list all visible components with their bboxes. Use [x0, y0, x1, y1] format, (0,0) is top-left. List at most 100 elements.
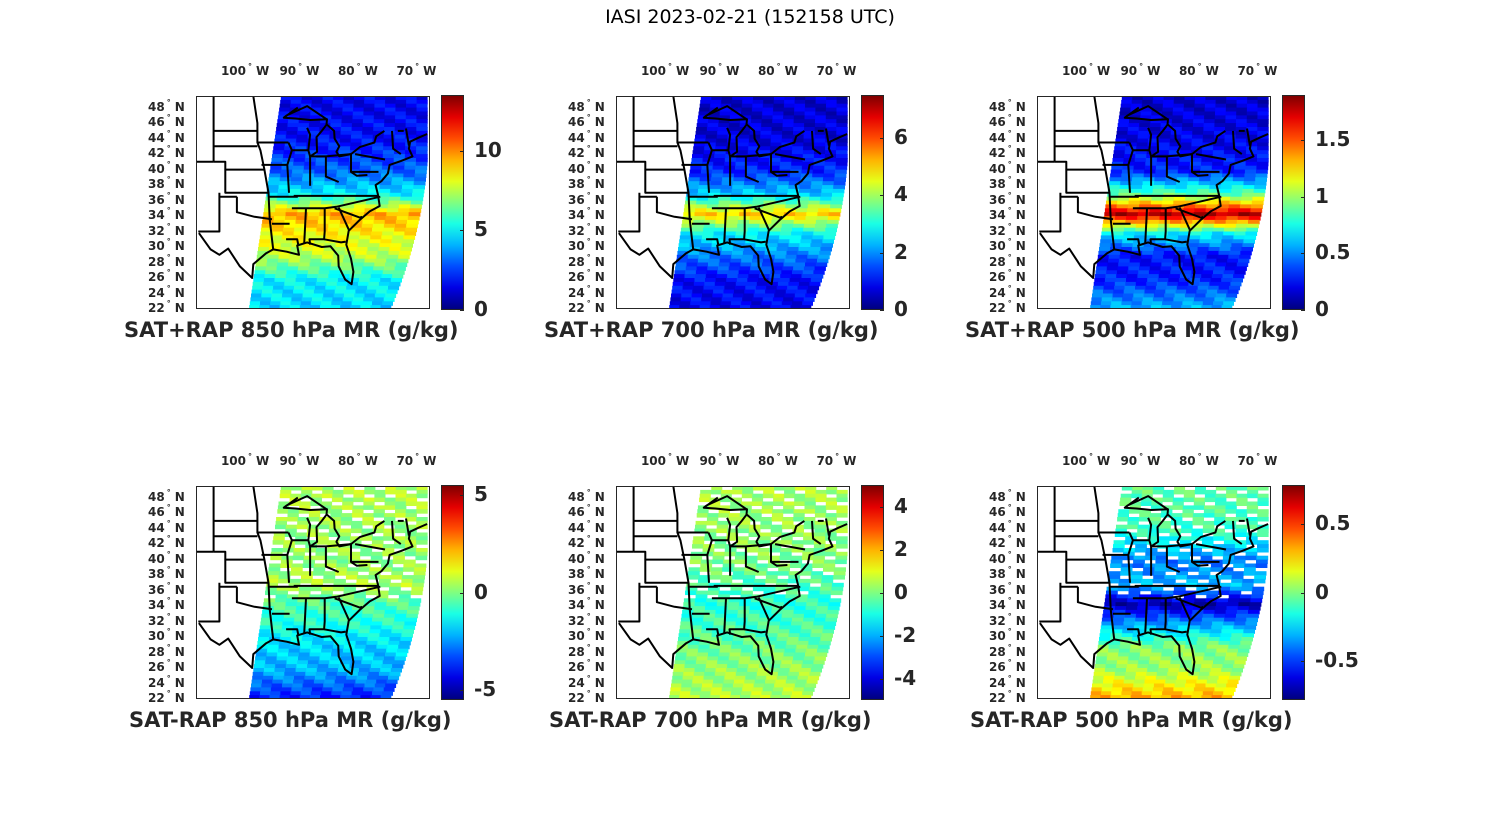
swath-cell: [782, 517, 794, 522]
swath-cell: [352, 606, 364, 611]
swath-cell: [1152, 297, 1164, 302]
swath-cell: [1255, 173, 1268, 178]
swath-cell: [1205, 293, 1217, 298]
swath-cell: [705, 668, 717, 673]
swath-cell: [752, 196, 765, 202]
swath-cell: [781, 301, 793, 306]
swath-cell: [328, 142, 340, 147]
swath-cell: [392, 235, 405, 240]
swath-cell: [1168, 548, 1180, 553]
swath-cell: [1144, 679, 1156, 685]
boundary-line: [291, 195, 381, 210]
swath-cell: [804, 501, 816, 506]
swath-cell: [1207, 250, 1219, 256]
swath-cell: [793, 509, 805, 514]
swath-cell: [820, 196, 832, 202]
colorbar-tick-mark: [460, 690, 464, 692]
swath-cell: [274, 138, 286, 144]
swath-cell: [738, 138, 750, 144]
swath-cell: [339, 536, 351, 541]
swath-cell: [1175, 637, 1188, 642]
swath-cell: [1189, 235, 1201, 240]
swath-cell: [1204, 687, 1216, 692]
swath-cell: [705, 274, 717, 279]
swath-cell: [726, 613, 738, 619]
colorbar-tick-mark: [460, 310, 464, 311]
swath-cell: [746, 235, 758, 240]
swath-cell: [780, 158, 793, 163]
swath-cell: [1107, 188, 1120, 194]
swath-cell: [331, 691, 343, 696]
swath-cell: [757, 668, 770, 673]
swath-cell: [740, 509, 752, 514]
swath-cell: [312, 247, 325, 252]
swath-cell: [1191, 532, 1203, 537]
swath-cell: [337, 551, 350, 557]
swath-cell: [385, 652, 397, 657]
lon-tick-label: 100 ° W: [640, 62, 690, 78]
swath-cell: [1257, 115, 1269, 120]
swath-cell: [298, 266, 310, 271]
boundary-line: [354, 153, 386, 161]
swath-cell: [323, 575, 336, 580]
swath-cell: [768, 235, 780, 240]
swath-cell: [825, 111, 837, 116]
swath-cell: [1191, 270, 1203, 275]
swath-cell: [319, 517, 331, 522]
swath-cell: [1188, 239, 1200, 244]
swath-cell: [362, 266, 374, 271]
swath-cell: [290, 247, 303, 252]
swath-cell: [403, 563, 416, 568]
swath-cell: [1178, 235, 1190, 240]
swath-cell: [376, 289, 388, 295]
swath-cell: [696, 127, 708, 132]
swath-cell: [280, 633, 293, 638]
axes-frame: [196, 96, 430, 309]
swath-cell: [1257, 540, 1269, 545]
swath-cell: [1215, 103, 1227, 109]
swath-cell: [751, 107, 764, 113]
swath-cell: [1106, 590, 1118, 596]
swath-cell: [1150, 305, 1162, 309]
lat-tick-label: 44 ° N: [148, 518, 185, 535]
swath-cell: [320, 509, 332, 514]
swath-cell: [290, 637, 303, 642]
swath-cell: [1245, 621, 1258, 626]
swath-cell: [1159, 270, 1171, 275]
boundary-line: [744, 156, 760, 183]
swath-cell: [307, 528, 319, 534]
swath-cell: [1124, 227, 1136, 233]
swath-cell: [342, 103, 354, 109]
swath-cell: [352, 602, 365, 607]
swath-cell: [352, 119, 364, 124]
swath-cell: [1206, 289, 1218, 295]
swath-cell: [288, 258, 301, 264]
swath-cell: [308, 208, 321, 213]
swath-cell: [793, 119, 805, 124]
swath-cell: [352, 216, 364, 221]
swath-cell: [1247, 613, 1259, 619]
swath-cell: [1120, 567, 1133, 572]
swath-cell: [779, 555, 792, 561]
swath-cell: [317, 219, 330, 225]
swath-cell: [1209, 181, 1222, 186]
swath-cell: [1238, 648, 1250, 654]
swath-cell: [345, 185, 358, 190]
swath-cell: [1171, 305, 1182, 309]
swath-cell: [1116, 270, 1129, 275]
swath-cell: [312, 571, 325, 576]
swath-cell: [688, 567, 701, 572]
swath-cell: [1236, 111, 1248, 116]
swath-cell: [335, 181, 347, 186]
swath-cell: [1097, 258, 1109, 264]
swath-cell: [1177, 671, 1189, 677]
swath-cell: [1190, 150, 1203, 155]
swath-cell: [800, 695, 812, 699]
swath-cell: [1213, 528, 1225, 534]
swath-cell: [762, 103, 774, 109]
swath-cell: [1192, 691, 1204, 696]
boundary-line: [633, 160, 685, 171]
swath-cell: [340, 134, 352, 140]
swath-cell: [1225, 123, 1237, 128]
swath-cell: [1116, 204, 1129, 209]
